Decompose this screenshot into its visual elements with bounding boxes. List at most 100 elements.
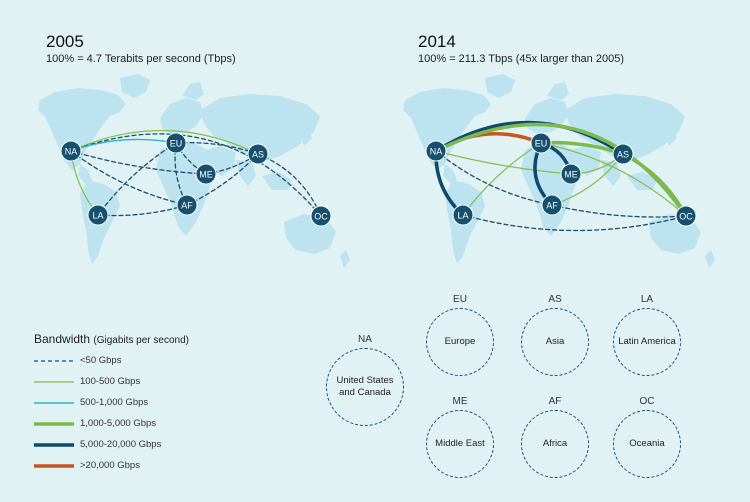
link-na-eu	[70, 138, 177, 152]
region-name: Europe	[444, 336, 476, 347]
legend-swatch	[34, 464, 74, 468]
region-code: NA	[358, 334, 372, 345]
land-shape	[665, 128, 677, 146]
land-shape	[485, 74, 515, 98]
bandwidth-legend: Bandwidth (Gigabits per second) <50 Gbps…	[34, 332, 284, 480]
link-eu-la	[462, 142, 542, 216]
node-label: OC	[679, 212, 693, 222]
panel-2005-subtitle: 100% = 4.7 Terabits per second (Tbps)	[46, 53, 236, 65]
land-masses	[38, 74, 350, 268]
node-na: NA	[60, 140, 82, 162]
link-na-af	[435, 150, 553, 206]
land-shape	[565, 94, 685, 162]
panel-2014-title: 2014	[418, 32, 456, 51]
legend-swatch	[34, 402, 74, 404]
node-eu: EU	[165, 132, 187, 154]
link-eu-la	[97, 142, 177, 216]
region-name: Middle East	[435, 438, 485, 449]
node-me: ME	[560, 163, 582, 185]
world-map-2005: NA EU AS ME AF LA OC	[38, 74, 350, 268]
node-label: LA	[457, 211, 468, 221]
land-shape	[78, 164, 92, 184]
land-shape	[200, 94, 320, 162]
legend-item-label: <50 Gbps	[80, 355, 122, 366]
region-name: Latin America	[618, 336, 676, 347]
region-code: OC	[639, 396, 655, 407]
node-label: NA	[430, 147, 443, 157]
link-eu-oc	[540, 142, 687, 217]
node-la: LA	[452, 204, 474, 226]
region-nodes: NA EU AS ME AF LA OC	[60, 132, 332, 227]
node-label: NA	[65, 147, 78, 157]
region-code: AF	[548, 396, 562, 407]
land-shape	[340, 250, 350, 268]
legend-item: 1,000-5,000 Gbps	[34, 417, 284, 438]
legend-item-label: 5,000-20,000 Gbps	[80, 439, 162, 450]
region-name: Africa	[542, 438, 568, 449]
land-shape	[160, 98, 204, 134]
link-na-me	[70, 150, 207, 175]
node-na: NA	[425, 140, 447, 162]
region-code: LA	[640, 294, 654, 305]
legend-swatch	[34, 360, 74, 362]
legend-item-label: 1,000-5,000 Gbps	[80, 418, 157, 429]
node-af: AF	[541, 194, 563, 216]
land-shape	[262, 172, 292, 190]
land-shape	[182, 82, 204, 100]
world-map-2014: NA EU AS ME AF LA OC	[403, 74, 715, 268]
land-shape	[525, 98, 569, 134]
node-circle	[247, 143, 269, 165]
node-eu: EU	[530, 132, 552, 154]
region-eu: EU Europe	[410, 292, 510, 376]
land-shape	[403, 88, 491, 170]
node-circle	[612, 143, 634, 165]
link-af-oc	[551, 204, 687, 218]
land-shape	[236, 160, 256, 186]
legend-swatch	[34, 422, 74, 426]
link-na-as	[70, 129, 259, 155]
legend-item-label: 100-500 Gbps	[80, 376, 141, 387]
legend-item: <50 Gbps	[34, 354, 284, 375]
legend-swatch	[34, 443, 74, 447]
node-me: ME	[195, 163, 217, 185]
region-circle: Oceania	[613, 410, 681, 478]
land-shape	[601, 160, 621, 186]
land-shape	[443, 164, 457, 184]
legend-unit: (Gigabits per second)	[93, 335, 189, 346]
node-as: AS	[247, 143, 269, 165]
node-circle	[60, 140, 82, 162]
region-circle: Asia	[521, 308, 589, 376]
node-circle	[530, 132, 552, 154]
node-label: LA	[92, 211, 103, 221]
land-shape	[521, 142, 581, 236]
node-circle	[425, 140, 447, 162]
legend-item: 100-500 Gbps	[34, 375, 284, 396]
region-code: EU	[453, 294, 467, 305]
node-circle	[452, 204, 474, 226]
node-circle	[675, 205, 697, 227]
region-name: United States and Canada	[336, 375, 394, 398]
node-oc: OC	[675, 205, 697, 227]
node-circle	[176, 194, 198, 216]
node-circle	[165, 132, 187, 154]
node-label: AS	[252, 150, 264, 160]
legend-item: 500-1,000 Gbps	[34, 396, 284, 417]
land-shape	[156, 142, 216, 236]
node-circle	[541, 194, 563, 216]
legend-item: >20,000 Gbps	[34, 459, 284, 480]
region-code: AS	[548, 294, 562, 305]
legend-title-text: Bandwidth	[34, 332, 91, 346]
region-circle: Europe	[426, 308, 494, 376]
region-as: AS Asia	[505, 292, 605, 376]
node-label: EU	[535, 139, 548, 149]
link-na-oc	[70, 133, 322, 217]
legend-items: <50 Gbps 100-500 Gbps 500-1,000 Gbps 1,000-…	[34, 354, 284, 480]
node-circle	[560, 163, 582, 185]
legend-item-label: 500-1,000 Gbps	[80, 397, 149, 408]
region-oc: OC Oceania	[597, 394, 697, 478]
region-af: AF Africa	[505, 394, 605, 478]
node-label: OC	[314, 212, 328, 222]
land-shape	[547, 82, 569, 100]
legend-swatch	[34, 381, 74, 383]
node-la: LA	[87, 204, 109, 226]
